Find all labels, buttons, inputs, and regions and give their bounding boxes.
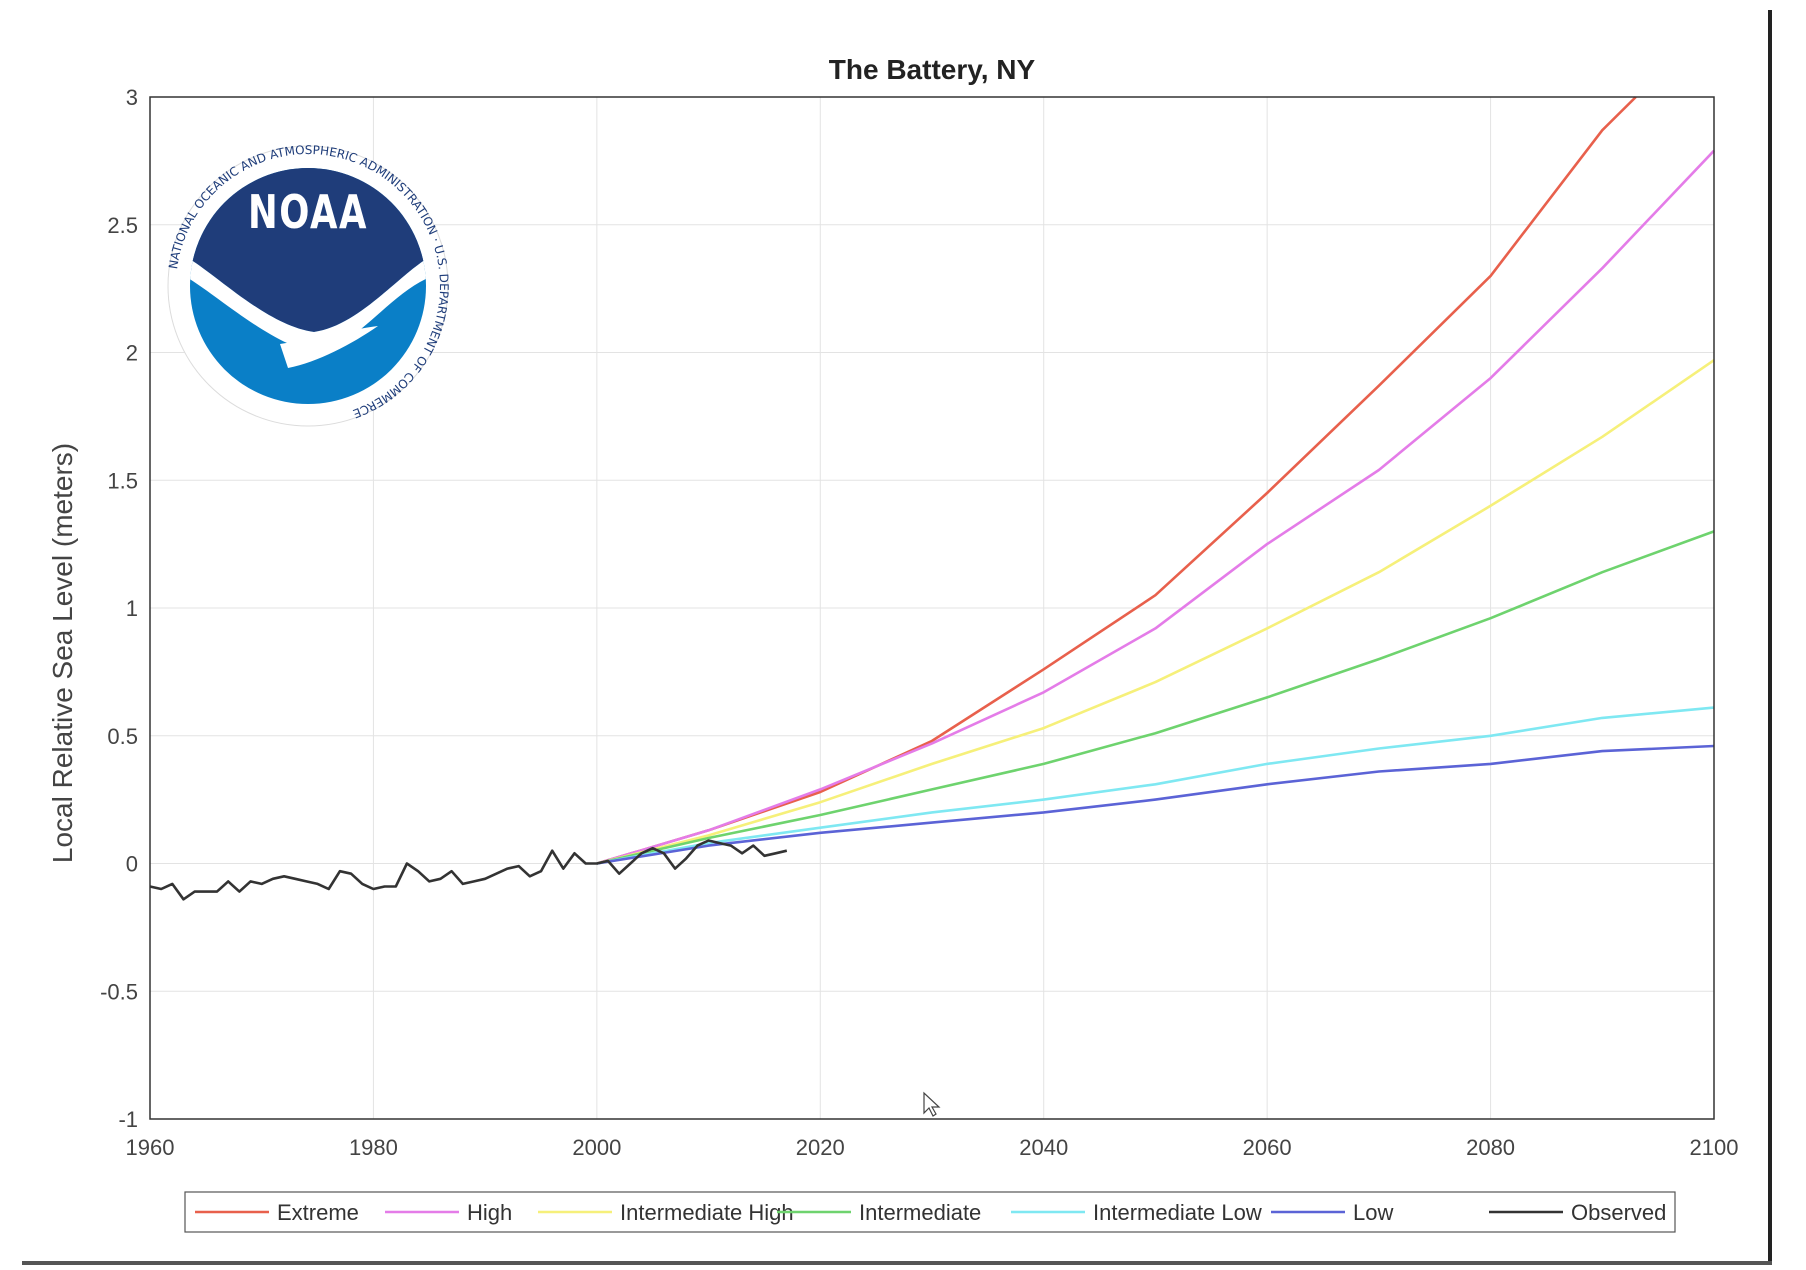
tick-labels: 1960 1980 2000 2020 2040 2060 2080 2100 -1 -0.5 0 0… [100,85,1738,1160]
y-axis-label: Local Relative Sea Level (meters) [47,443,78,863]
series-line-intermediate-high [596,359,1715,865]
window-frame-right [1768,10,1772,1265]
x-tick-label: 1980 [349,1135,398,1160]
noaa-logo-icon: NOAA NATIONAL OCEANIC AND ATMOSPHERIC AD… [166,143,451,427]
legend-label: Extreme [277,1200,359,1225]
logo-bird-tail [280,326,378,368]
legend-label: Intermediate Low [1093,1200,1262,1225]
y-tick-label: 1 [126,596,138,621]
window-frame-bottom [22,1261,1772,1265]
legend: Extreme High Intermediate High Intermediate… [195,1200,1666,1225]
x-tick-label: 2080 [1466,1135,1515,1160]
y-tick-label: 2.5 [107,213,138,238]
y-tick-label: 1.5 [107,468,138,493]
series-layer [149,96,1715,901]
legend-label: Intermediate [859,1200,981,1225]
y-tick-label: 0.5 [107,724,138,749]
x-tick-label: 2040 [1019,1135,1068,1160]
x-tick-label: 2060 [1243,1135,1292,1160]
series-line-extreme [596,96,1637,865]
y-tick-label: 3 [126,85,138,110]
y-tick-label: -1 [118,1107,138,1132]
plot-border [149,96,1715,1120]
x-tick-label: 2100 [1690,1135,1739,1160]
logo-bird-wing [190,258,426,352]
x-tick-label: 2000 [572,1135,621,1160]
legend-label: High [467,1200,512,1225]
series-line-intermediate-low [596,706,1715,865]
x-tick-label: 2020 [796,1135,845,1160]
x-tick-label: 1960 [126,1135,175,1160]
logo-upper-dark [190,168,426,332]
series-line-intermediate [596,530,1715,865]
logo-wordmark: NOAA [248,185,368,239]
series-line-low [596,744,1715,865]
y-tick-label: 0 [126,852,138,877]
y-tick-label: 2 [126,341,138,366]
y-tick-label: -0.5 [100,979,138,1004]
legend-label: Low [1353,1200,1393,1225]
chart-title: The Battery, NY [829,54,1036,85]
legend-label: Intermediate High [620,1200,794,1225]
legend-label: Observed [1571,1200,1666,1225]
series-line-observed [149,839,788,901]
mouse-pointer-icon [923,1091,941,1117]
series-line-high [596,149,1715,865]
